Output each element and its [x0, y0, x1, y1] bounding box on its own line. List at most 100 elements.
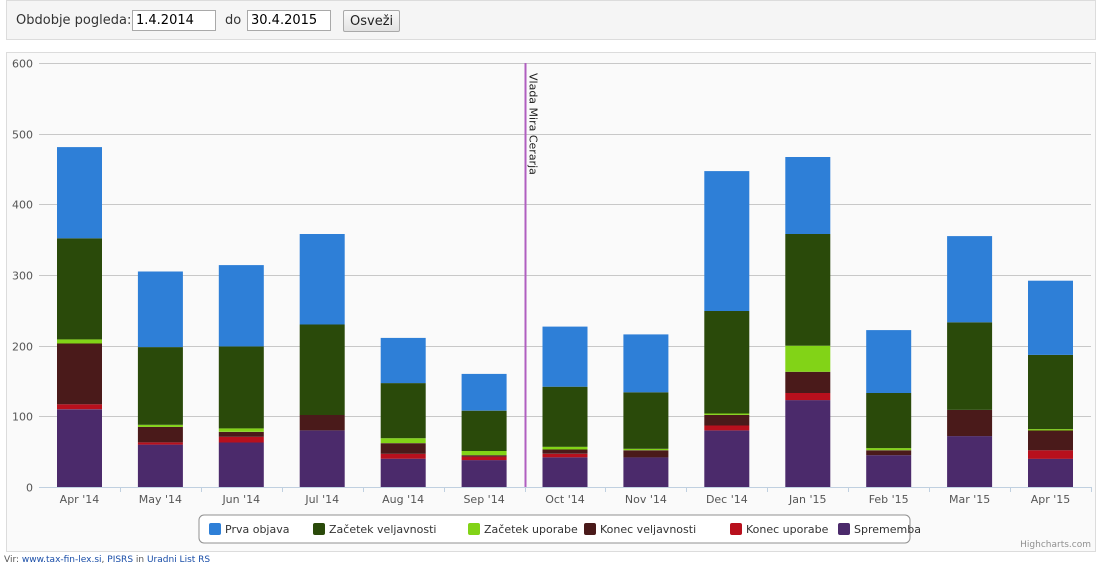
bar-segment	[57, 238, 102, 340]
y-tick-label: 0	[26, 482, 33, 495]
x-tick-label: Dec '14	[706, 493, 748, 506]
bar-segment	[866, 448, 912, 451]
legend-item-label: Konec uporabe	[746, 523, 829, 536]
bar-segment	[299, 324, 345, 415]
legend-item-label: Konec veljavnosti	[600, 523, 696, 536]
bar-segment	[785, 371, 831, 393]
legend-swatch	[313, 523, 325, 535]
bar-segment	[704, 413, 750, 415]
bar-segment	[785, 393, 831, 401]
x-tick-label: Sep '14	[463, 493, 504, 506]
bar-segment	[785, 400, 831, 487]
bar-segment	[380, 443, 426, 454]
bar-segment	[542, 446, 588, 450]
chart-container: 0 100 200 300 400 500 600 Apr '14 May '14 Jun '14…	[6, 52, 1096, 552]
bar-segment	[623, 334, 669, 393]
bar-segment	[461, 460, 507, 487]
bar-segment	[380, 453, 426, 459]
x-tick-label: Jan '15	[788, 493, 826, 506]
legend-box	[198, 514, 911, 544]
bar-segment	[866, 455, 912, 487]
credits-label: Highcharts.com	[1020, 540, 1091, 550]
bar-segment	[299, 414, 345, 431]
legend-item-label: Začetek veljavnosti	[329, 523, 436, 536]
bar-segment	[542, 386, 588, 447]
bar-segment	[218, 346, 264, 429]
bar-segment	[218, 442, 264, 487]
bar-segment	[380, 383, 426, 439]
legend-swatch	[838, 523, 850, 535]
bar-segment	[704, 311, 750, 414]
x-tick-label: Feb '15	[869, 493, 909, 506]
source-separator: ,	[101, 555, 108, 565]
date-from-input[interactable]	[132, 10, 216, 31]
refresh-button[interactable]: Osveži	[343, 10, 401, 32]
source-link-tax-fin-lex[interactable]: www.tax-fin-lex.si	[21, 555, 102, 565]
bar-segment	[947, 410, 993, 437]
bar-segment	[461, 410, 507, 451]
y-tick-label: 100	[12, 411, 33, 424]
bar-segment	[1028, 458, 1073, 487]
bar-segment	[623, 457, 669, 487]
bar-segment	[542, 449, 588, 454]
bar-segment	[218, 436, 264, 443]
x-tick-label: Apr '14	[60, 493, 100, 506]
bar-segment	[1028, 430, 1073, 451]
y-tick-label: 300	[12, 270, 33, 283]
plot-line-label: Vlada Mira Cerarja	[527, 73, 540, 175]
bar-segment	[704, 171, 750, 311]
source-link-uradni-list[interactable]: Uradni List RS	[146, 555, 211, 565]
x-tick-label: Apr '15	[1031, 493, 1071, 506]
bar-segment	[380, 458, 426, 487]
source-prefix: Vir:	[4, 555, 22, 565]
y-tick-label: 200	[12, 341, 33, 354]
bar-segment	[218, 265, 264, 347]
x-tick-label: May '14	[139, 493, 182, 506]
bar-segment	[785, 234, 831, 346]
bar-segment	[947, 236, 993, 323]
bar-segment	[299, 430, 345, 487]
bar-segment	[57, 343, 102, 405]
bar-segment	[137, 424, 183, 427]
bar-segment	[137, 426, 183, 443]
source-link-pisrs[interactable]: PISRS	[107, 555, 134, 565]
legend-item-label: Začetek uporabe	[484, 523, 578, 536]
legend-swatch	[209, 523, 221, 535]
x-tick-label: Oct '14	[545, 493, 585, 506]
bar-segment	[57, 147, 102, 239]
bar-segment	[137, 444, 183, 487]
bar-segment	[299, 234, 345, 325]
bar-segment	[380, 337, 426, 384]
x-tick-label: Aug '14	[382, 493, 424, 506]
bar-segment	[137, 347, 183, 425]
y-tick-label: 600	[12, 58, 33, 71]
bar-segment	[542, 457, 588, 487]
bar-segment	[380, 438, 426, 444]
date-to-input[interactable]	[247, 10, 331, 31]
legend-swatch	[730, 523, 742, 535]
y-tick-label: 400	[12, 199, 33, 212]
x-tick-label: Nov '14	[625, 493, 667, 506]
bar-segment	[866, 393, 912, 449]
stacked-bar-chart: 0 100 200 300 400 500 600 Apr '14 May '14 Jun '14…	[12, 58, 1092, 550]
bar-segment	[623, 448, 669, 451]
bar-segment	[542, 453, 588, 458]
bar-segment	[218, 431, 264, 437]
bar-segment	[1028, 280, 1073, 355]
bar-segment	[866, 450, 912, 456]
x-tick-label: Jun '14	[221, 493, 260, 506]
bar-segment	[623, 392, 669, 449]
bar-segment	[137, 271, 183, 348]
period-toolbar: Obdobje pogleda: do Osveži	[6, 0, 1096, 40]
bar-segment	[947, 322, 993, 410]
bar-segment	[542, 326, 588, 387]
bar-segment	[947, 436, 993, 487]
legend-item-label: Prva objava	[225, 523, 289, 536]
legend-swatch	[584, 523, 596, 535]
bar-segment	[1028, 429, 1073, 431]
bar-segment	[57, 404, 102, 410]
y-tick-label: 500	[12, 129, 33, 142]
source-separator-2: in	[133, 555, 147, 565]
x-tick-label: Jul '14	[304, 493, 339, 506]
bar-segment	[1028, 450, 1073, 459]
